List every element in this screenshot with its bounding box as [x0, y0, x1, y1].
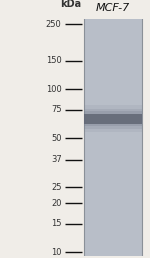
Text: 250: 250 [46, 20, 62, 29]
Text: 150: 150 [46, 56, 62, 65]
Text: 25: 25 [51, 183, 62, 192]
Text: 10: 10 [51, 248, 62, 257]
Text: 50: 50 [51, 134, 62, 143]
Text: MCF-7: MCF-7 [96, 3, 130, 13]
Text: 37: 37 [51, 155, 62, 164]
Text: 100: 100 [46, 85, 62, 94]
Bar [84, 105, 142, 132]
Text: 20: 20 [51, 199, 62, 208]
Text: 75: 75 [51, 105, 62, 114]
Bar [84, 109, 142, 129]
Text: kDa: kDa [60, 0, 81, 9]
Text: 15: 15 [51, 219, 62, 228]
Bar [84, 15, 142, 258]
Bar [84, 114, 142, 124]
Bar [84, 111, 142, 126]
